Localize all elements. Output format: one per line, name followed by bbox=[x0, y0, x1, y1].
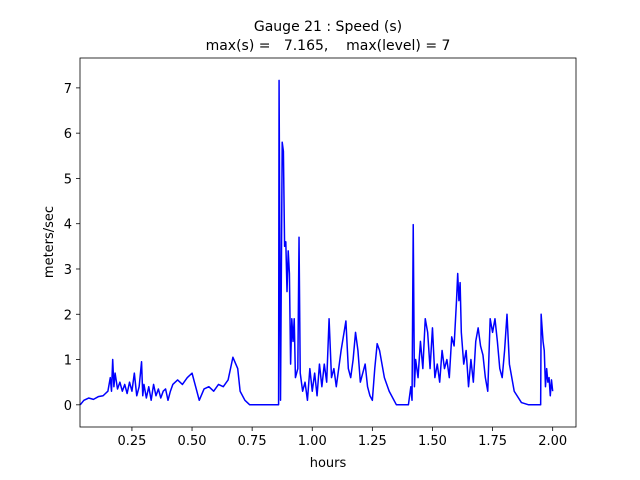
x-tick-label: 1.00 bbox=[298, 434, 327, 449]
y-tick-label: 5 bbox=[64, 172, 72, 187]
x-tick-label: 0.50 bbox=[178, 434, 207, 449]
x-tick-label: 0.75 bbox=[238, 434, 267, 449]
chart-title: Gauge 21 : Speed (s) bbox=[254, 19, 402, 35]
plot-frame bbox=[79, 57, 577, 428]
chart-subtitle: max(s) = 7.165, max(level) = 7 bbox=[206, 38, 451, 54]
x-tick-label: 0.25 bbox=[117, 434, 146, 449]
data-line bbox=[79, 79, 554, 406]
y-tick-label: 1 bbox=[64, 354, 72, 369]
y-tick-label: 6 bbox=[64, 127, 72, 142]
x-axis-label: hours bbox=[310, 456, 347, 471]
x-tick-label: 1.25 bbox=[358, 434, 387, 449]
y-axis-label: meters/sec bbox=[42, 206, 57, 278]
y-tick-label: 4 bbox=[64, 218, 72, 233]
y-tick-label: 3 bbox=[64, 263, 72, 278]
x-tick-label: 2.00 bbox=[538, 434, 567, 449]
y-tick-label: 2 bbox=[64, 308, 72, 323]
y-tick-label: 0 bbox=[64, 399, 72, 414]
x-tick-label: 1.75 bbox=[478, 434, 507, 449]
y-tick-label: 7 bbox=[64, 82, 72, 97]
x-tick-label: 1.50 bbox=[418, 434, 447, 449]
